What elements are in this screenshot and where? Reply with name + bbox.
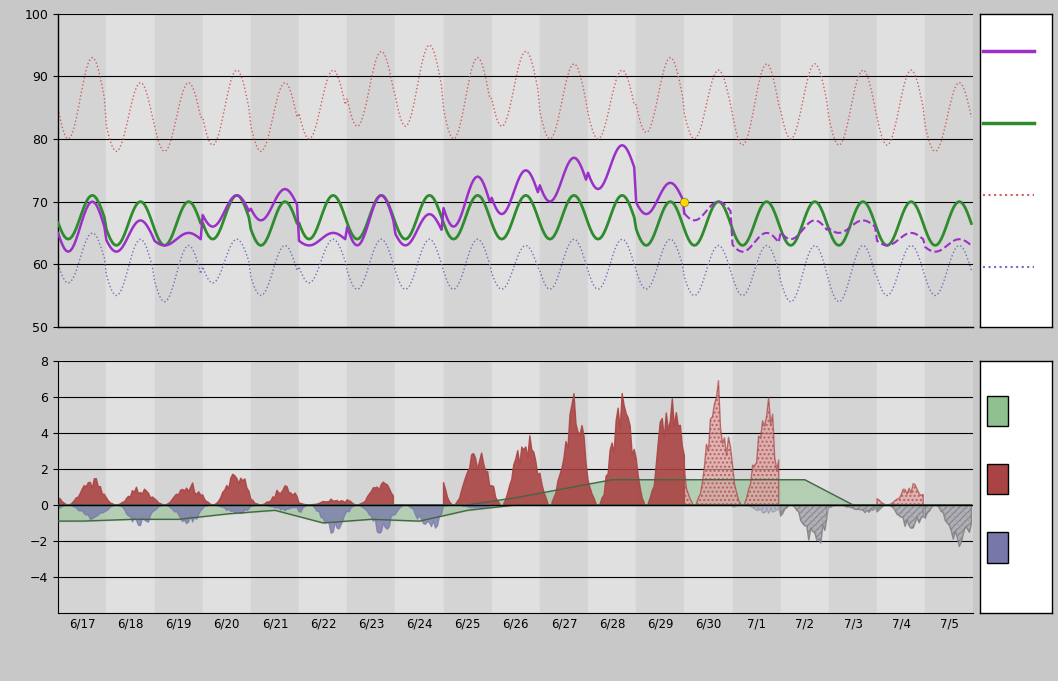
Bar [877, 361, 925, 613]
Bar [685, 14, 732, 327]
Bar [925, 14, 973, 327]
Bar [685, 361, 732, 613]
Bar [781, 14, 828, 327]
Bar [781, 361, 828, 613]
Bar [492, 14, 540, 327]
Bar [732, 14, 781, 327]
Bar [347, 361, 396, 613]
Bar [540, 361, 588, 613]
Bar [828, 14, 877, 327]
Bar [492, 361, 540, 613]
Bar [540, 14, 588, 327]
Bar [877, 14, 925, 327]
Bar [251, 361, 299, 613]
Bar [107, 361, 154, 613]
Bar [154, 14, 203, 327]
Bar [203, 14, 251, 327]
Bar [347, 14, 396, 327]
Bar [299, 361, 347, 613]
Bar [588, 14, 636, 327]
Bar [636, 14, 685, 327]
Bar [251, 14, 299, 327]
Bar [443, 14, 492, 327]
Bar [299, 14, 347, 327]
Bar [107, 14, 154, 327]
Bar [396, 14, 443, 327]
Bar [636, 361, 685, 613]
Bar [58, 14, 107, 327]
Bar [203, 361, 251, 613]
Bar [58, 361, 107, 613]
Bar [396, 361, 443, 613]
Bar [154, 361, 203, 613]
Bar [987, 396, 1008, 426]
Bar [987, 533, 1008, 563]
Bar [925, 361, 973, 613]
Bar [732, 361, 781, 613]
Bar [987, 464, 1008, 494]
Bar [588, 361, 636, 613]
Bar [828, 361, 877, 613]
Bar [443, 361, 492, 613]
